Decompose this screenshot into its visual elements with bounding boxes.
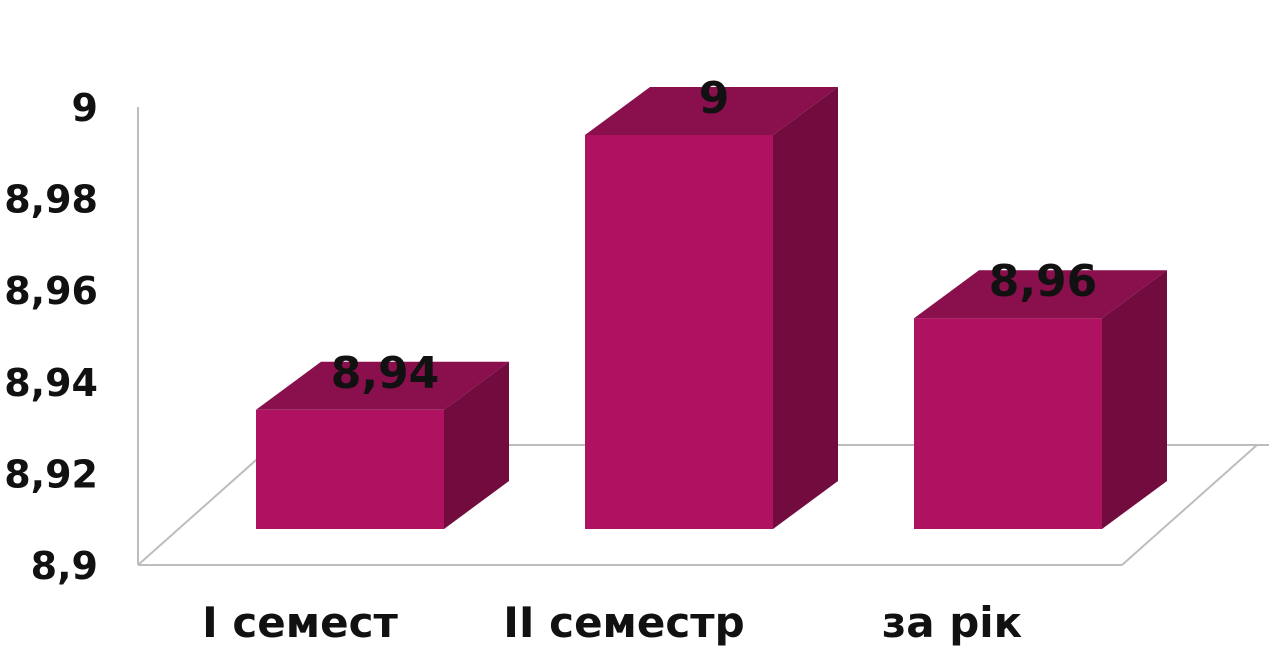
bar-front [914,318,1102,529]
floor-left-edge [138,445,273,565]
bar-front [256,410,444,529]
y-tick-label: 8,96 [4,269,98,313]
y-tick-label: 8,98 [4,178,98,222]
data-label: 8,94 [331,348,440,399]
x-category-label: за рік [882,598,1022,646]
x-category-label: I семест [202,598,398,646]
y-tick-label: 9 [72,86,98,130]
bar-front [585,135,773,529]
data-label: 8,96 [989,256,1098,307]
x-category-label: II семестр [503,598,744,646]
y-tick-label: 8,9 [31,544,98,588]
y-tick-label: 8,92 [4,452,98,496]
bar [914,270,1167,529]
bar-side [773,87,838,529]
bar [585,87,838,529]
y-tick-label: 8,94 [4,361,98,405]
data-label: 9 [699,73,730,124]
chart-bars [256,87,1167,529]
